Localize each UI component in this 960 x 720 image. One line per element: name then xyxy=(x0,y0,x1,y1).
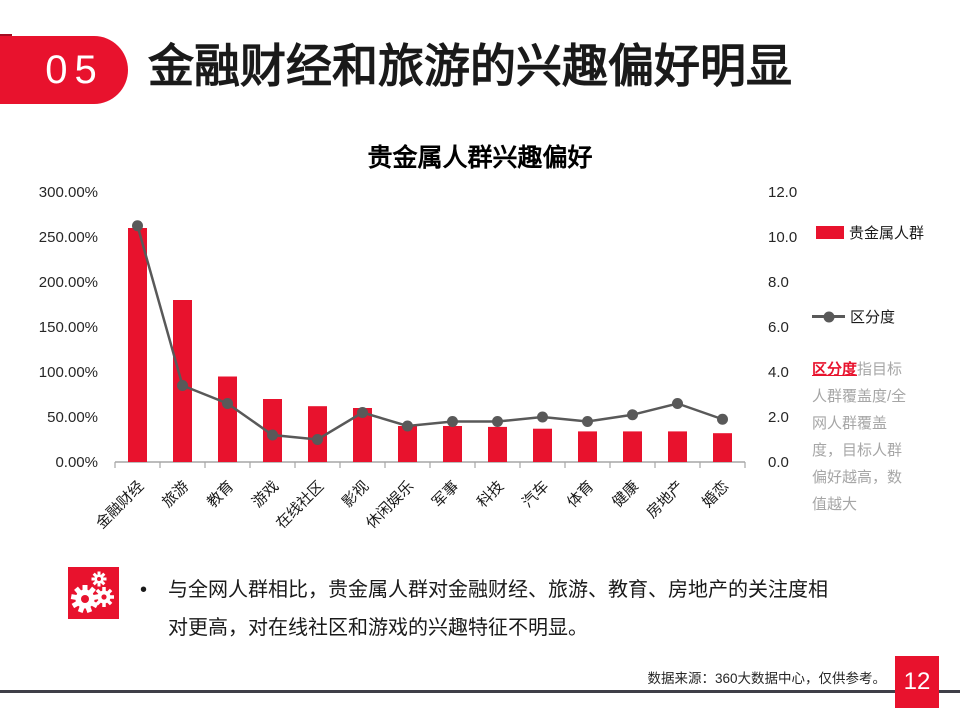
bar xyxy=(128,228,147,462)
footer-divider xyxy=(0,690,960,693)
gear-hole xyxy=(97,577,101,581)
right-axis-tick-label: 8.0 xyxy=(768,274,789,291)
line-point xyxy=(627,409,638,421)
chart-title: 贵金属人群兴趣偏好 xyxy=(367,144,593,172)
section-number: 05 xyxy=(45,47,104,92)
right-axis-tick-label: 2.0 xyxy=(768,409,789,426)
bar xyxy=(173,300,192,462)
bar xyxy=(533,428,552,462)
line-dot-icon xyxy=(823,311,834,322)
gear-tooth xyxy=(82,585,88,594)
page-number: 12 xyxy=(903,668,931,695)
bar xyxy=(308,406,327,462)
line-point xyxy=(582,416,593,427)
left-axis-tick-label: 150.00% xyxy=(39,319,98,336)
line-point xyxy=(717,413,728,425)
line-point xyxy=(492,416,503,427)
line-point xyxy=(537,411,548,423)
legend-bar-label: 贵金属人群 xyxy=(849,225,925,242)
legend-line-label: 区分度 xyxy=(850,309,896,326)
x-axis-label: 游戏 xyxy=(249,478,282,511)
x-axis-label: 健康 xyxy=(609,478,642,511)
right-axis-tick-label: 10.0 xyxy=(768,229,797,246)
line-point xyxy=(222,398,233,409)
line-point xyxy=(177,380,188,391)
bullet-text: 与全网人群相比，贵金属人群对金融财经、旅游、教育、房地产的关注度相对更高，对在线… xyxy=(168,579,828,639)
gears-icon xyxy=(70,571,114,614)
slide-title: 金融财经和旅游的兴趣偏好明显 xyxy=(148,40,792,92)
line-point xyxy=(267,429,278,441)
section-number-badge: 05 xyxy=(0,36,128,104)
x-axis-label: 军事 xyxy=(429,478,462,511)
bar xyxy=(488,426,507,462)
x-axis-label: 房地产 xyxy=(643,478,687,522)
bar xyxy=(263,399,282,462)
left-axis-tick-label: 250.00% xyxy=(39,229,98,246)
bar xyxy=(398,426,417,462)
bar xyxy=(578,431,597,462)
definition-note: 区分度指目标人群覆盖度/全网人群覆盖度，目标人群偏好越高，数值越大 xyxy=(812,356,912,518)
bullet-item: • 与全网人群相比，贵金属人群对金融财经、旅游、教育、房地产的关注度相对更高，对… xyxy=(140,571,880,647)
right-axis-tick-label: 6.0 xyxy=(768,319,789,336)
bar xyxy=(353,408,372,462)
x-axis-label: 金融财经 xyxy=(93,478,147,532)
right-axis-tick-label: 12.0 xyxy=(768,184,797,201)
right-axis-tick-label: 4.0 xyxy=(768,364,789,381)
left-axis-tick-label: 50.00% xyxy=(47,409,98,426)
bar xyxy=(713,433,732,462)
x-axis-label: 婚恋 xyxy=(698,477,732,511)
right-axis-tick-label: 0.0 xyxy=(768,454,789,471)
callout-icon-box xyxy=(68,567,119,619)
line-point xyxy=(357,407,368,418)
x-axis-label: 在线社区 xyxy=(273,478,327,532)
gear-hole xyxy=(81,595,89,603)
page-number-badge: 12 xyxy=(895,656,939,708)
legend-bar-series: 贵金属人群 xyxy=(816,222,924,243)
data-source-text: 数据来源：360大数据中心，仅供参考。 xyxy=(647,671,886,686)
bar xyxy=(623,431,642,462)
left-axis-tick-label: 300.00% xyxy=(39,184,98,201)
x-axis-label: 科技 xyxy=(474,478,507,511)
x-axis-label: 教育 xyxy=(204,478,237,511)
bar xyxy=(668,431,687,462)
x-axis-label: 旅游 xyxy=(159,478,192,511)
line-point xyxy=(447,416,458,427)
legend-line-series: 区分度 xyxy=(812,306,895,327)
red-square-swatch-icon xyxy=(816,226,844,239)
distinction-line xyxy=(136,225,723,441)
line-point xyxy=(402,420,413,432)
x-axis-label: 休闲娱乐 xyxy=(363,478,417,532)
line-point xyxy=(132,220,143,232)
bullet-marker: • xyxy=(140,579,148,601)
bar xyxy=(218,376,237,462)
x-axis-label: 影视 xyxy=(339,478,372,511)
x-axis-label: 汽车 xyxy=(519,478,552,511)
left-axis-tick-label: 200.00% xyxy=(39,274,98,291)
left-axis-tick-label: 100.00% xyxy=(39,364,98,381)
x-axis-label: 体育 xyxy=(564,478,597,511)
line-point xyxy=(672,398,683,409)
line-point xyxy=(312,434,323,445)
bar xyxy=(443,426,462,462)
gray-line-dot-swatch-icon xyxy=(812,311,845,322)
gear-hole xyxy=(101,594,107,600)
note-text: 指目标人群覆盖度/全网人群覆盖度，目标人群偏好越高，数值越大 xyxy=(812,361,907,513)
left-axis-tick-label: 0.00% xyxy=(55,454,98,471)
note-term: 区分度 xyxy=(812,361,858,378)
